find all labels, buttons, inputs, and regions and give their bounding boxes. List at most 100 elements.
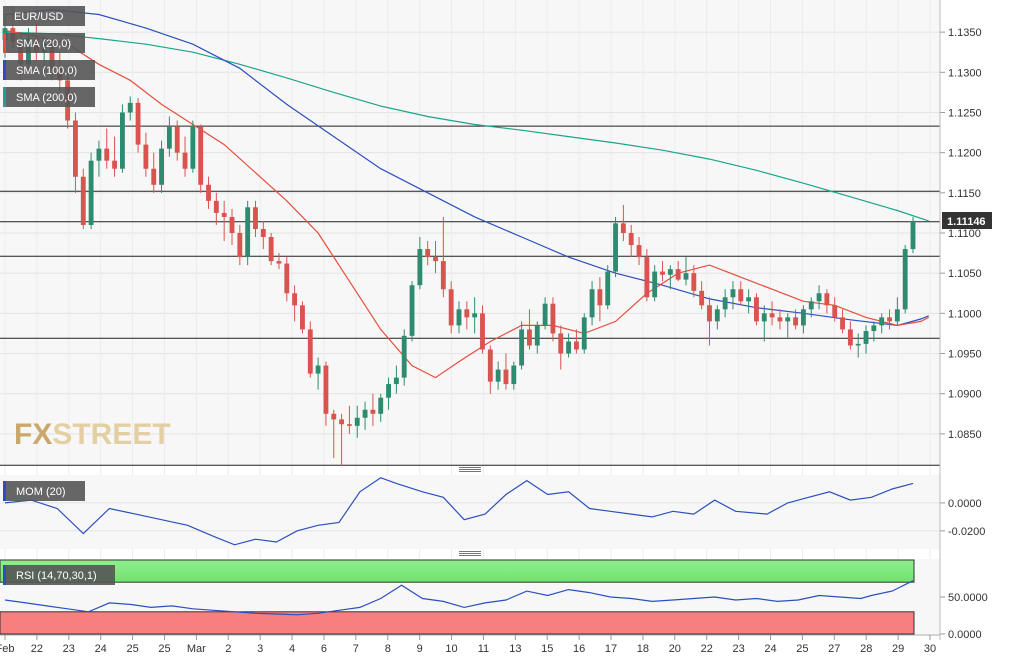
- price-tick-label: 1.1200: [948, 148, 982, 160]
- candle-body: [754, 297, 759, 322]
- candle: [644, 249, 650, 302]
- panel-resize-handle-1[interactable]: [459, 467, 481, 472]
- candle: [707, 297, 712, 346]
- rsi-overbought-zone: [0, 559, 915, 583]
- time-tick-label: 25: [158, 643, 170, 655]
- time-tick-label: 11: [478, 643, 489, 655]
- candle: [159, 140, 164, 193]
- rsi-label: RSI (14,70,30,1): [16, 570, 97, 582]
- sma100-path: [4, 8, 929, 327]
- candle-body: [119, 112, 125, 169]
- candle-body: [260, 228, 266, 238]
- sma200-label: SMA (200,0): [16, 92, 77, 104]
- candle: [409, 281, 415, 342]
- candle-body: [832, 305, 838, 318]
- candle: [253, 200, 258, 238]
- candle-body: [542, 303, 548, 326]
- candle: [237, 224, 243, 266]
- candle-body: [166, 126, 172, 149]
- time-tick-label: 25: [126, 643, 138, 655]
- momentum-axis: 0.0000 -0.0200: [940, 498, 985, 538]
- sma20-label: SMA (20,0): [16, 38, 71, 50]
- candle: [503, 353, 509, 390]
- candle: [213, 192, 219, 225]
- candle: [573, 329, 579, 354]
- candle-body: [292, 293, 298, 306]
- candle: [73, 112, 78, 193]
- candle: [448, 281, 454, 334]
- candle-body: [613, 223, 618, 272]
- candle: [534, 321, 540, 354]
- candle: [683, 257, 689, 286]
- candle: [245, 200, 251, 266]
- legend-rsi[interactable]: RSI (14,70,30,1): [3, 565, 115, 585]
- candle-body: [237, 233, 243, 258]
- candle: [393, 365, 399, 394]
- candle: [495, 361, 501, 390]
- candle: [800, 305, 806, 334]
- candle: [472, 297, 478, 334]
- panel-resize-handle-2[interactable]: [459, 551, 481, 556]
- legend-momentum[interactable]: MOM (20): [3, 481, 85, 501]
- price-tick-label: 1.1050: [948, 268, 982, 280]
- candle: [127, 96, 133, 121]
- candle-body: [307, 329, 313, 374]
- candle-body: [769, 313, 775, 318]
- candle: [597, 277, 603, 322]
- candle-body: [480, 313, 485, 350]
- candle-body: [761, 313, 767, 322]
- candle-body: [362, 409, 368, 418]
- candle: [292, 285, 298, 322]
- candle-body: [425, 249, 431, 258]
- candle-body: [636, 245, 642, 258]
- candle: [417, 237, 423, 290]
- sma200-line: [4, 31, 929, 222]
- candle: [714, 305, 720, 330]
- candle-body: [151, 168, 157, 185]
- candle-body: [221, 212, 227, 217]
- candle-body: [581, 317, 587, 350]
- price-tick-label: 1.0850: [948, 429, 982, 441]
- candle-body: [386, 384, 391, 398]
- candle-body: [440, 261, 446, 290]
- candle: [620, 204, 626, 242]
- candle: [300, 301, 305, 334]
- legend-sma20[interactable]: SMA (20,0): [3, 33, 85, 53]
- candle-body: [127, 102, 133, 113]
- time-tick-label: Feb: [0, 643, 14, 655]
- candle-body: [401, 335, 407, 378]
- rsi-path: [4, 580, 914, 616]
- candle-body: [456, 309, 462, 326]
- candle: [370, 393, 376, 426]
- candle: [660, 261, 665, 282]
- candle-body: [174, 126, 180, 153]
- rsi-tick-label: 50.0000: [948, 592, 988, 604]
- candle: [636, 237, 642, 266]
- candle: [221, 200, 227, 242]
- candle: [440, 216, 446, 298]
- candle: [260, 220, 266, 250]
- candlesticks: [2, 6, 916, 466]
- symbol-label: EUR/USD: [14, 11, 64, 23]
- last-price-tag: 1.11146: [942, 212, 992, 229]
- candle-body: [894, 309, 900, 322]
- time-tick-label: 27: [828, 643, 840, 655]
- candle: [879, 313, 885, 334]
- time-tick-label: 18: [637, 643, 649, 655]
- candle-body: [800, 309, 806, 326]
- candle-body: [112, 160, 118, 169]
- time-tick-label: 28: [860, 643, 872, 655]
- candle: [785, 313, 791, 338]
- candle: [80, 168, 86, 229]
- legend-sma200[interactable]: SMA (200,0): [3, 87, 95, 107]
- candle: [401, 329, 407, 386]
- candle: [511, 361, 517, 390]
- candle: [174, 120, 180, 161]
- candle-body: [409, 285, 415, 336]
- legend-symbol[interactable]: EUR/USD: [3, 6, 85, 26]
- candle: [346, 405, 352, 434]
- candle-body: [284, 263, 290, 294]
- momentum-tick-label: 0.0000: [948, 498, 982, 510]
- legend-sma100[interactable]: SMA (100,0): [3, 60, 95, 80]
- candle-body: [253, 207, 258, 229]
